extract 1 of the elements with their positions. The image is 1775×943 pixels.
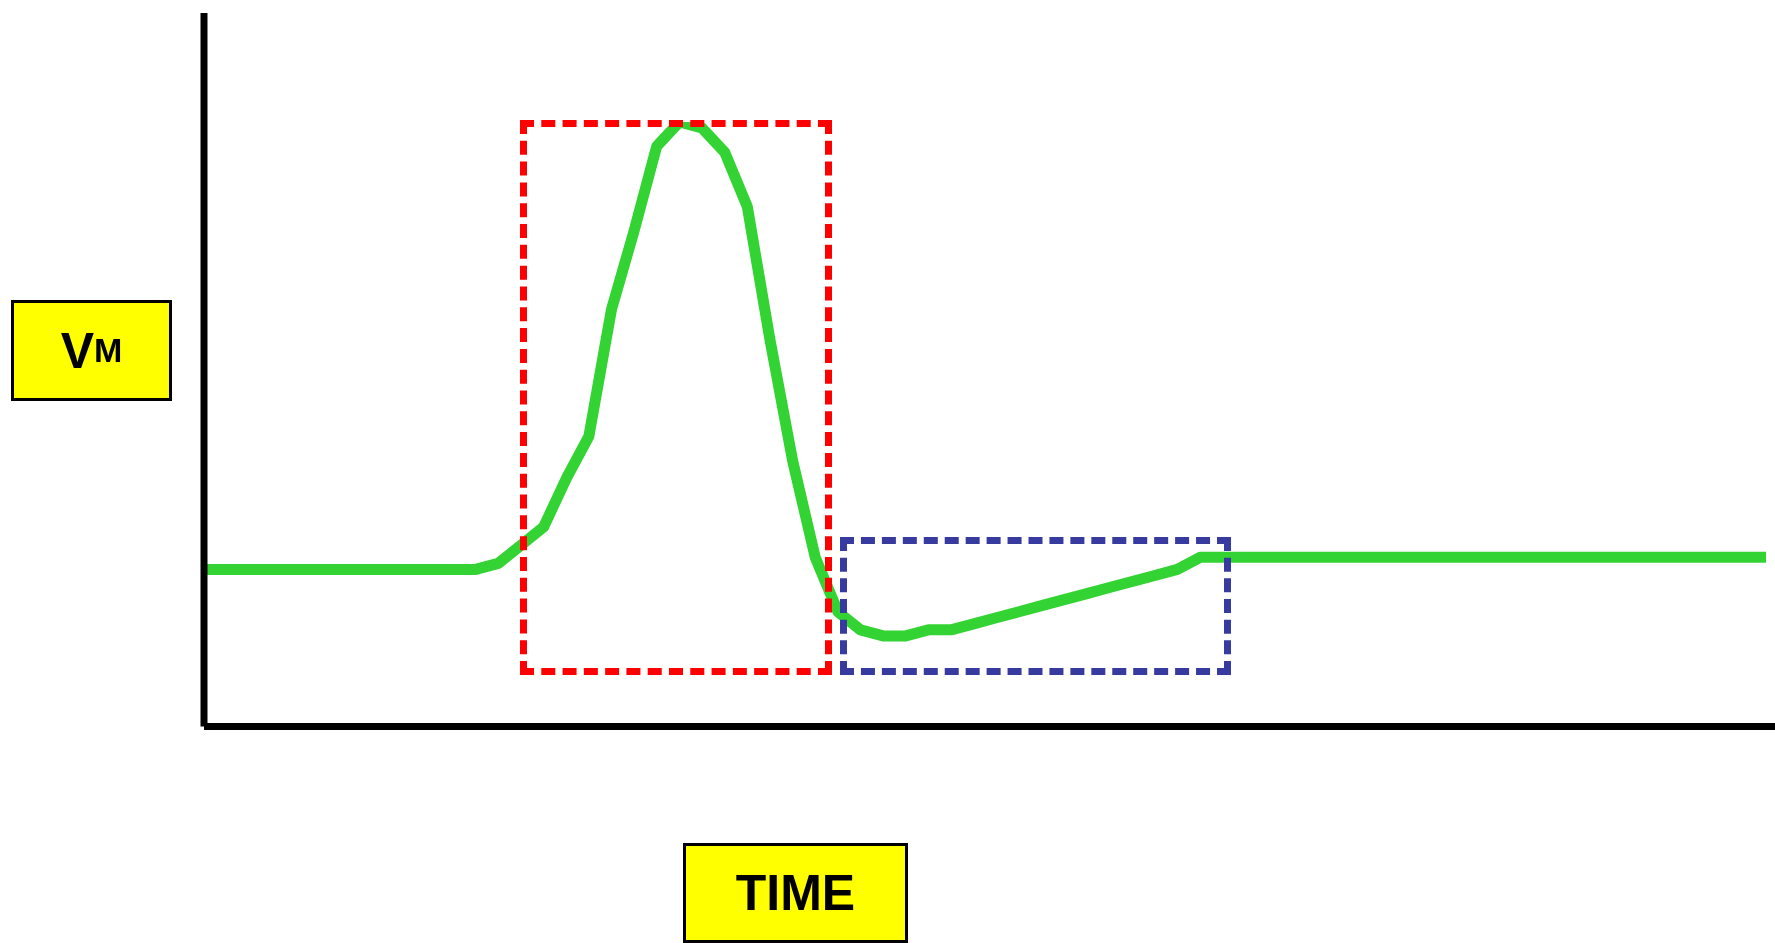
x-axis-title: TIME (683, 843, 908, 943)
